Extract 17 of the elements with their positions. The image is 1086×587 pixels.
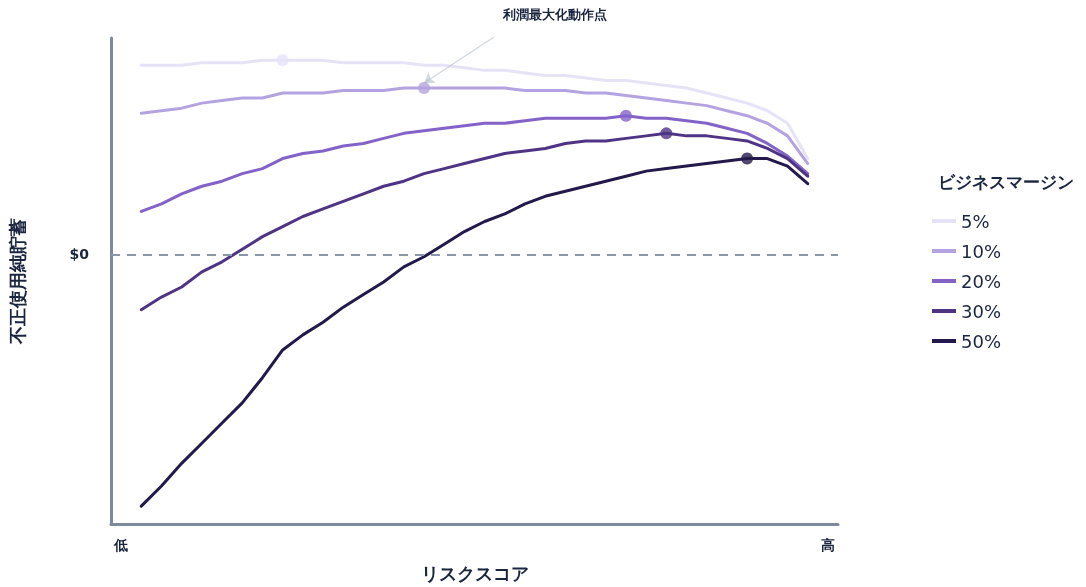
y-axis-title: 不正使用純貯蓄 (6, 218, 28, 345)
point (418, 82, 431, 94)
legend-label: 50% (960, 330, 1002, 352)
legend-label: 10% (960, 240, 1002, 262)
x-tick-label: 高 (820, 537, 835, 553)
point (660, 127, 673, 140)
legend-label: 20% (960, 270, 1002, 292)
x-axis-title: リスクスコア (420, 562, 529, 584)
x-tick-label: 低 (113, 537, 129, 553)
point (741, 152, 754, 165)
text: 利潤最大化動作点 (502, 7, 607, 22)
legend-label: 30% (960, 300, 1002, 322)
ref-line-label: $0 (69, 246, 90, 263)
legend-label: 5% (960, 210, 990, 232)
point (276, 54, 289, 67)
point (619, 109, 632, 122)
legend-title: ビジネスマージン (938, 171, 1074, 192)
